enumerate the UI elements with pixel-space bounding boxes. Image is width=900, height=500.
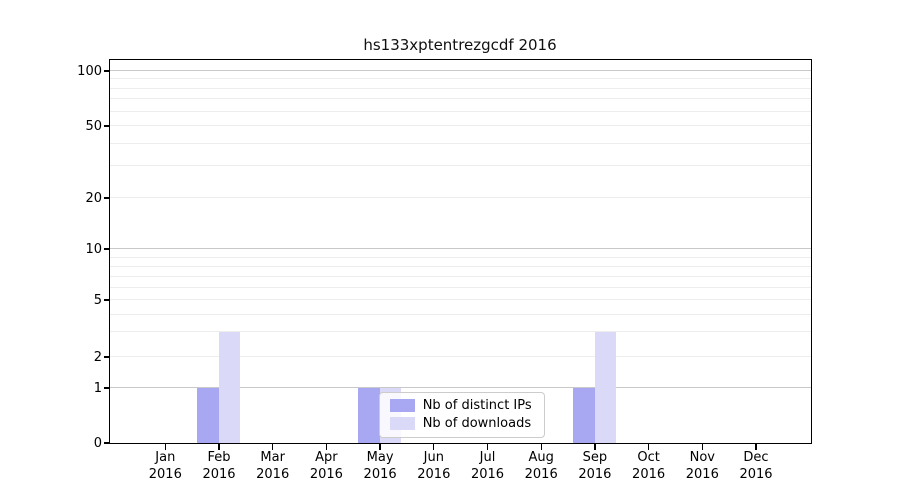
x-tick-year: 2016	[202, 466, 236, 482]
y-tick-mark	[104, 442, 110, 444]
x-tick-mark	[325, 444, 328, 450]
x-tick-mark	[755, 444, 757, 450]
x-tick-year: 2016	[363, 466, 397, 482]
legend-swatch-distinct-ips	[389, 399, 415, 413]
y-gridline	[109, 276, 811, 278]
y-gridline	[109, 331, 811, 333]
x-tick-label: Jul 2016	[448, 450, 528, 483]
plot-area	[108, 58, 812, 444]
bar-distinct-ips	[573, 387, 595, 443]
y-gridline	[109, 387, 811, 389]
x-tick-year: 2016	[148, 466, 182, 482]
x-tick-year: 2016	[524, 466, 558, 482]
y-tick-mark	[104, 387, 110, 389]
x-tick-mark	[164, 444, 166, 450]
x-tick-label: Jan 2016	[125, 450, 205, 483]
x-tick-label: May 2016	[340, 450, 420, 483]
y-tick-mark	[104, 299, 110, 301]
x-tick-mark	[218, 444, 220, 450]
legend: Nb of distinct IPs Nb of downloads	[378, 391, 545, 438]
x-tick-month: Apr	[315, 450, 338, 465]
y-gridline	[109, 111, 811, 113]
x-tick-month: Aug	[528, 450, 554, 465]
x-tick-label: Jun 2016	[394, 450, 474, 483]
y-tick-label: 100	[77, 63, 102, 79]
y-tick-mark	[104, 197, 110, 199]
y-gridline	[109, 356, 811, 358]
x-tick-mark	[701, 444, 703, 450]
x-tick-month: Jun	[423, 450, 444, 465]
legend-label-distinct-ips: Nb of distinct IPs	[422, 398, 532, 414]
y-gridline	[109, 143, 811, 145]
y-tick-label: 10	[85, 241, 102, 257]
x-tick-mark	[594, 444, 596, 450]
x-tick-label: Apr 2016	[286, 450, 366, 483]
y-tick-mark	[104, 248, 110, 250]
y-tick-label: 20	[85, 190, 102, 206]
x-tick-label: Nov 2016	[662, 450, 742, 483]
bar-distinct-ips	[197, 387, 219, 443]
bar-downloads	[218, 331, 241, 443]
x-tick-year: 2016	[309, 466, 343, 482]
legend-label-downloads: Nb of downloads	[422, 416, 532, 431]
x-tick-month: Nov	[689, 450, 715, 465]
x-tick-label: Aug 2016	[501, 450, 581, 483]
y-gridline	[109, 266, 811, 268]
x-tick-label: Dec 2016	[716, 450, 796, 483]
chart-title: hs133xptentrezgcdf 2016	[363, 36, 557, 54]
bar-downloads	[594, 331, 617, 443]
y-tick-mark	[104, 125, 110, 127]
y-tick-mark	[104, 356, 110, 358]
x-tick-year: 2016	[632, 466, 666, 482]
x-tick-mark	[272, 444, 274, 450]
y-tick-mark	[104, 70, 110, 72]
y-gridline	[109, 257, 811, 259]
x-tick-mark	[379, 444, 381, 450]
x-tick-year: 2016	[470, 466, 505, 482]
y-gridline	[109, 70, 811, 72]
x-tick-label: Oct 2016	[609, 450, 689, 483]
x-tick-mark	[647, 444, 650, 450]
y-gridline	[109, 88, 811, 90]
y-tick-label: 2	[93, 349, 102, 365]
x-tick-mark	[433, 444, 435, 450]
y-gridline	[109, 287, 811, 289]
x-tick-month: Jan	[155, 450, 176, 465]
x-tick-mark	[486, 444, 489, 450]
x-tick-label: Feb 2016	[179, 450, 259, 483]
legend-swatch-downloads	[389, 417, 415, 430]
x-tick-label: Mar 2016	[233, 450, 313, 483]
x-tick-month: Jul	[479, 450, 496, 465]
y-gridline	[109, 165, 811, 167]
x-tick-year: 2016	[256, 466, 290, 482]
x-tick-label: Sep 2016	[555, 450, 635, 483]
x-tick-year: 2016	[739, 466, 773, 482]
y-gridline	[109, 197, 811, 199]
y-tick-label: 0	[93, 435, 102, 451]
x-tick-month: Feb	[207, 450, 231, 465]
y-gridline	[109, 98, 811, 100]
y-gridline	[109, 78, 811, 80]
x-tick-month: Oct	[637, 450, 660, 465]
x-tick-year: 2016	[578, 466, 612, 482]
x-tick-mark	[540, 444, 542, 450]
x-tick-month: May	[366, 450, 394, 465]
x-tick-month: Mar	[260, 450, 285, 465]
y-gridline	[109, 125, 811, 127]
y-gridline	[109, 299, 811, 301]
bar-distinct-ips	[358, 387, 380, 443]
y-gridline	[109, 314, 811, 316]
y-tick-label: 1	[93, 380, 102, 396]
y-gridline	[109, 248, 811, 250]
x-tick-year: 2016	[417, 466, 451, 482]
legend-entry-distinct-ips: Nb of distinct IPs	[389, 398, 538, 414]
x-tick-month: Dec	[743, 450, 769, 465]
y-tick-label: 50	[85, 118, 102, 134]
y-tick-label: 5	[93, 292, 102, 308]
legend-entry-downloads: Nb of downloads	[389, 416, 538, 431]
x-tick-month: Sep	[582, 450, 608, 465]
x-tick-year: 2016	[685, 466, 719, 482]
